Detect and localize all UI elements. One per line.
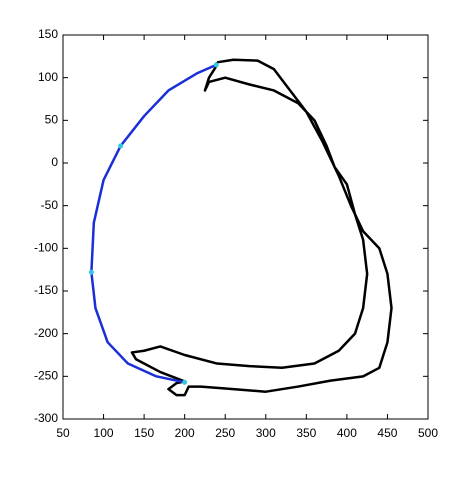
y-tick-label: 150	[38, 27, 58, 41]
point	[213, 62, 219, 68]
x-tick-label: 50	[56, 426, 70, 440]
x-tick-label: 350	[296, 426, 316, 440]
line	[130, 58, 393, 397]
plot-frame	[62, 34, 429, 420]
y-tick-label: 100	[38, 70, 58, 84]
y-tick-label: -300	[34, 411, 58, 425]
point	[118, 143, 124, 149]
line	[90, 63, 217, 384]
x-tick-label: 500	[418, 426, 438, 440]
y-tick-label: -250	[34, 369, 58, 383]
x-tick-label: 100	[94, 426, 114, 440]
y-tick-label: 50	[45, 113, 59, 127]
y-tick-label: -150	[34, 283, 58, 297]
x-tick-label: 300	[256, 426, 276, 440]
x-tick-label: 150	[134, 426, 154, 440]
point	[88, 269, 94, 275]
x-tick-label: 450	[377, 426, 397, 440]
y-tick-label: -200	[34, 326, 58, 340]
x-tick-label: 200	[175, 426, 195, 440]
y-tick-label: -100	[34, 241, 58, 255]
x-tick-label: 250	[215, 426, 235, 440]
y-tick-label: -50	[41, 198, 59, 212]
y-tick-label: 0	[51, 155, 58, 169]
x-tick-label: 400	[337, 426, 357, 440]
point	[182, 379, 188, 385]
